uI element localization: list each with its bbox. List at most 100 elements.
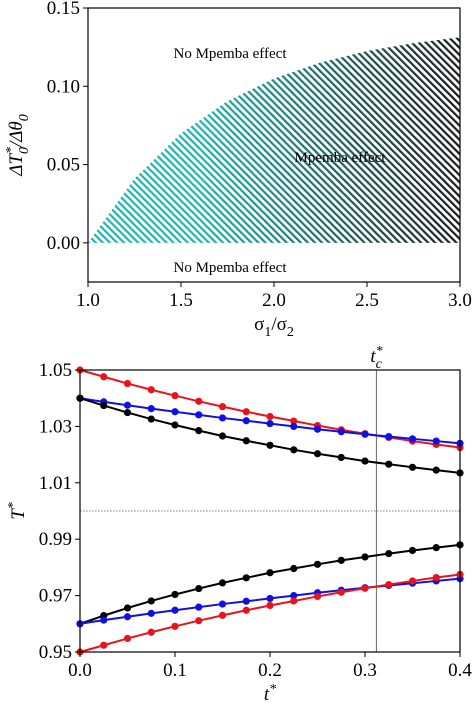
data-point bbox=[100, 401, 108, 410]
series-line bbox=[79, 369, 461, 449]
data-point bbox=[290, 592, 298, 600]
data-point bbox=[147, 415, 155, 423]
data-point bbox=[385, 460, 393, 468]
y-tick-label: 0.05 bbox=[47, 155, 80, 176]
data-point bbox=[361, 584, 369, 592]
data-point bbox=[408, 546, 417, 555]
data-point bbox=[123, 634, 132, 643]
data-point bbox=[313, 425, 322, 433]
data-point bbox=[218, 414, 227, 422]
data-point bbox=[195, 427, 203, 435]
data-point bbox=[361, 457, 369, 465]
data-point bbox=[123, 401, 132, 409]
data-point bbox=[147, 405, 155, 413]
data-point bbox=[242, 437, 250, 445]
data-point bbox=[218, 403, 227, 411]
data-point bbox=[242, 606, 250, 614]
x-tick-label: 0.4 bbox=[448, 660, 472, 681]
data-point bbox=[242, 417, 250, 425]
data-point bbox=[100, 616, 108, 624]
data-point bbox=[123, 604, 132, 612]
y-tick-label: 1.05 bbox=[39, 360, 72, 381]
x-tick-label: 0.1 bbox=[163, 660, 187, 681]
label-part: 1 bbox=[264, 325, 271, 340]
hatched-area bbox=[88, 37, 460, 243]
y-tick-label: 1.03 bbox=[39, 416, 72, 437]
data-point bbox=[337, 588, 345, 596]
data-point bbox=[195, 603, 203, 611]
x-tick-label: 3.0 bbox=[448, 290, 472, 311]
data-point bbox=[290, 564, 298, 573]
data-point bbox=[337, 556, 345, 564]
data-point bbox=[432, 573, 440, 582]
data-point bbox=[266, 601, 274, 610]
x-axis-label: σ1/σ2 bbox=[254, 314, 294, 340]
data-point bbox=[195, 617, 203, 625]
data-point bbox=[123, 613, 132, 621]
data-point bbox=[147, 628, 155, 636]
data-point bbox=[290, 417, 298, 425]
data-point bbox=[218, 432, 227, 440]
data-point bbox=[361, 430, 369, 438]
data-point bbox=[385, 581, 393, 589]
label-part: 0 bbox=[17, 114, 32, 121]
x-axis-label: t* bbox=[264, 682, 276, 705]
y-axis-label: T* bbox=[6, 502, 29, 520]
label-part: 2 bbox=[287, 325, 294, 340]
data-point bbox=[242, 574, 250, 582]
label-part: * bbox=[4, 147, 19, 154]
label-part: T bbox=[8, 508, 29, 520]
data-point bbox=[195, 411, 203, 419]
y-tick-label: 0.95 bbox=[39, 642, 72, 663]
data-point bbox=[408, 577, 417, 585]
label-part: c bbox=[376, 357, 383, 372]
label-part: t bbox=[264, 684, 270, 705]
data-point bbox=[432, 544, 440, 552]
data-point bbox=[385, 432, 393, 441]
x-tick-label: 2.5 bbox=[355, 290, 379, 311]
x-tick-label: 0.0 bbox=[68, 660, 92, 681]
label-part: * bbox=[269, 682, 276, 697]
data-point bbox=[408, 435, 417, 443]
data-point bbox=[195, 584, 203, 593]
x-tick-label: 1.0 bbox=[76, 290, 100, 311]
data-point bbox=[361, 553, 369, 561]
data-point bbox=[266, 412, 274, 421]
annotation: No Mpemba effect bbox=[173, 260, 287, 276]
y-tick-label: 0.00 bbox=[47, 233, 80, 254]
x-tick-label: 0.2 bbox=[258, 660, 282, 681]
data-point bbox=[313, 450, 322, 458]
data-point bbox=[313, 560, 322, 568]
y-tick-label: 0.97 bbox=[39, 586, 72, 607]
data-point bbox=[171, 622, 179, 630]
x-tick-label: 1.5 bbox=[169, 290, 193, 311]
label-part: /Δθ bbox=[6, 121, 27, 148]
data-point bbox=[313, 592, 322, 601]
label-part: ΔT bbox=[6, 153, 27, 177]
data-point bbox=[242, 597, 250, 605]
data-point bbox=[266, 441, 274, 449]
y-tick-label: 1.01 bbox=[39, 473, 72, 494]
annotation: No Mpemba effect bbox=[173, 46, 287, 62]
data-point bbox=[171, 421, 179, 429]
label-part: t bbox=[370, 346, 376, 367]
x-tick-label: 2.0 bbox=[262, 290, 286, 311]
y-tick-label: 0.15 bbox=[47, 0, 80, 19]
y-tick-label: 0.10 bbox=[47, 76, 80, 97]
series-line bbox=[79, 573, 461, 653]
y-axis-label: ΔT*0/Δθ0 bbox=[4, 114, 32, 176]
data-point bbox=[290, 422, 298, 430]
label-part: 0 bbox=[17, 147, 32, 154]
data-point bbox=[432, 466, 440, 474]
data-point bbox=[147, 597, 155, 605]
annotation: Mpemba effect bbox=[295, 150, 387, 166]
data-point bbox=[218, 611, 227, 619]
data-point bbox=[195, 397, 203, 405]
data-point bbox=[147, 609, 155, 617]
data-point bbox=[171, 590, 179, 599]
data-point bbox=[266, 569, 274, 577]
tc-label: t* c bbox=[370, 344, 382, 372]
data-point bbox=[290, 446, 298, 454]
data-point bbox=[242, 408, 250, 416]
data-point bbox=[266, 594, 274, 603]
